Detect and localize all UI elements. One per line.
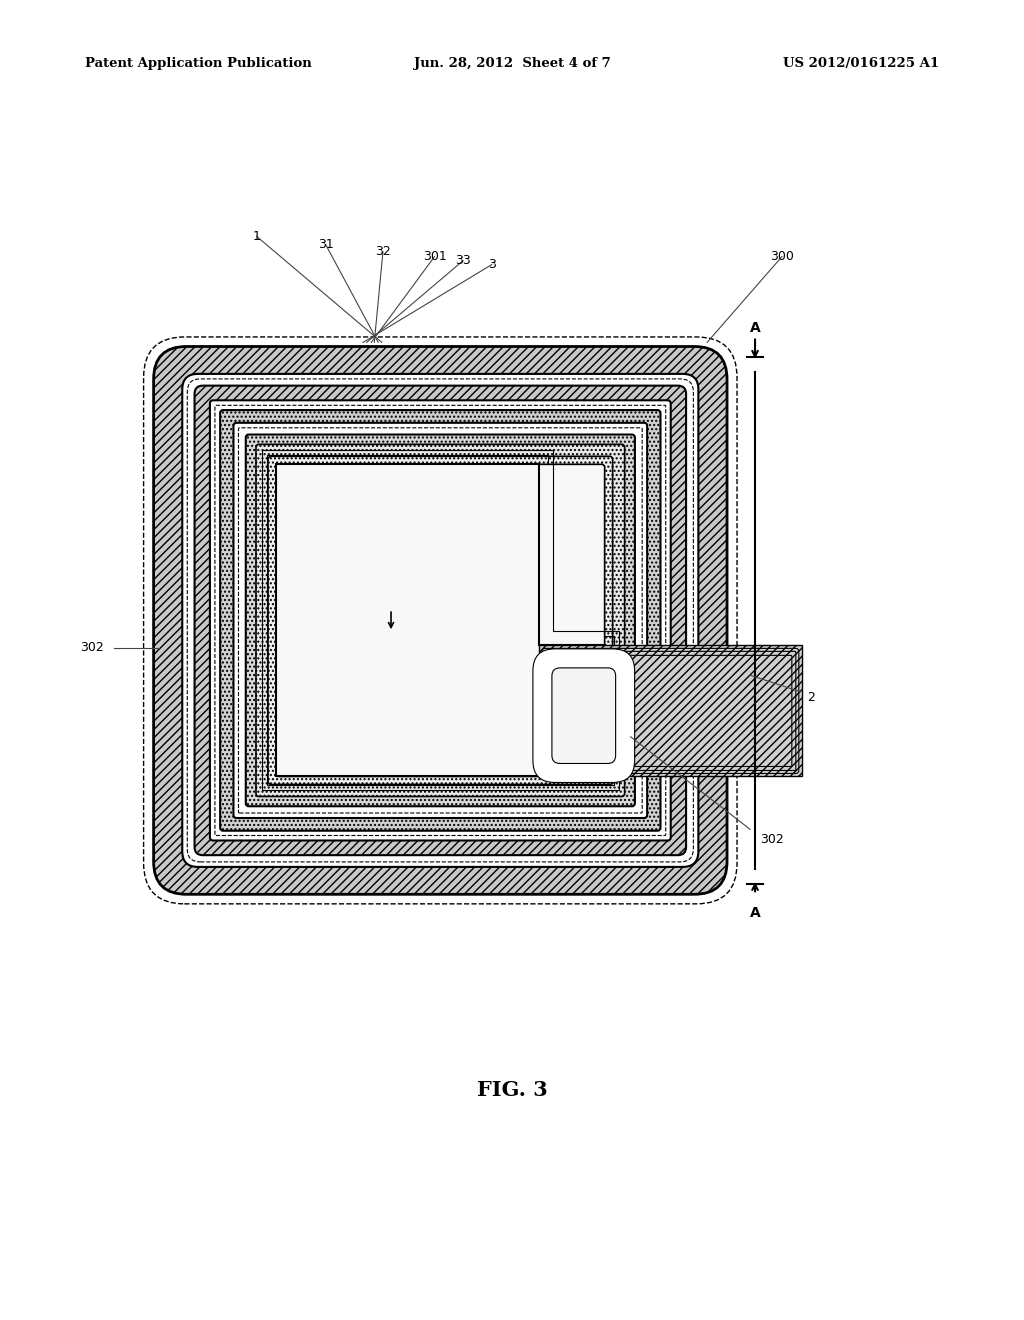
FancyBboxPatch shape [276, 465, 604, 776]
FancyBboxPatch shape [256, 445, 625, 796]
Text: A: A [750, 907, 761, 920]
FancyBboxPatch shape [210, 400, 671, 841]
FancyBboxPatch shape [246, 434, 635, 807]
FancyBboxPatch shape [532, 649, 635, 783]
Text: 31: 31 [317, 238, 334, 251]
FancyBboxPatch shape [182, 374, 698, 867]
Text: 2: 2 [807, 690, 815, 704]
FancyBboxPatch shape [220, 411, 660, 830]
FancyBboxPatch shape [154, 346, 727, 895]
FancyBboxPatch shape [552, 668, 615, 763]
Text: 3: 3 [488, 257, 496, 271]
Polygon shape [276, 465, 604, 776]
Text: 1: 1 [253, 230, 261, 243]
Text: 301: 301 [423, 249, 446, 263]
Text: FIG. 3: FIG. 3 [476, 1080, 548, 1100]
Polygon shape [539, 645, 802, 776]
FancyBboxPatch shape [268, 457, 612, 784]
Text: 300: 300 [770, 249, 794, 263]
Text: 302: 302 [760, 833, 783, 846]
Text: 33: 33 [456, 253, 471, 267]
Text: 32: 32 [375, 246, 391, 257]
FancyBboxPatch shape [547, 663, 621, 768]
Text: A: A [750, 321, 761, 334]
FancyBboxPatch shape [538, 653, 630, 777]
FancyBboxPatch shape [233, 422, 647, 818]
FancyBboxPatch shape [542, 657, 626, 774]
Text: Patent Application Publication: Patent Application Publication [85, 57, 311, 70]
Text: A: A [387, 597, 395, 606]
FancyBboxPatch shape [195, 385, 686, 855]
Text: 302: 302 [80, 642, 103, 655]
Text: Jun. 28, 2012  Sheet 4 of 7: Jun. 28, 2012 Sheet 4 of 7 [414, 57, 610, 70]
Text: US 2012/0161225 A1: US 2012/0161225 A1 [783, 57, 939, 70]
